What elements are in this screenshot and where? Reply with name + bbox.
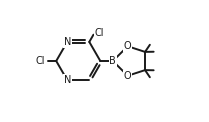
Text: N: N	[64, 75, 71, 85]
Text: N: N	[64, 37, 71, 47]
Text: Cl: Cl	[95, 28, 104, 38]
Text: B: B	[110, 56, 116, 66]
Text: O: O	[124, 71, 131, 81]
Text: Cl: Cl	[35, 56, 45, 66]
Text: O: O	[124, 41, 131, 51]
